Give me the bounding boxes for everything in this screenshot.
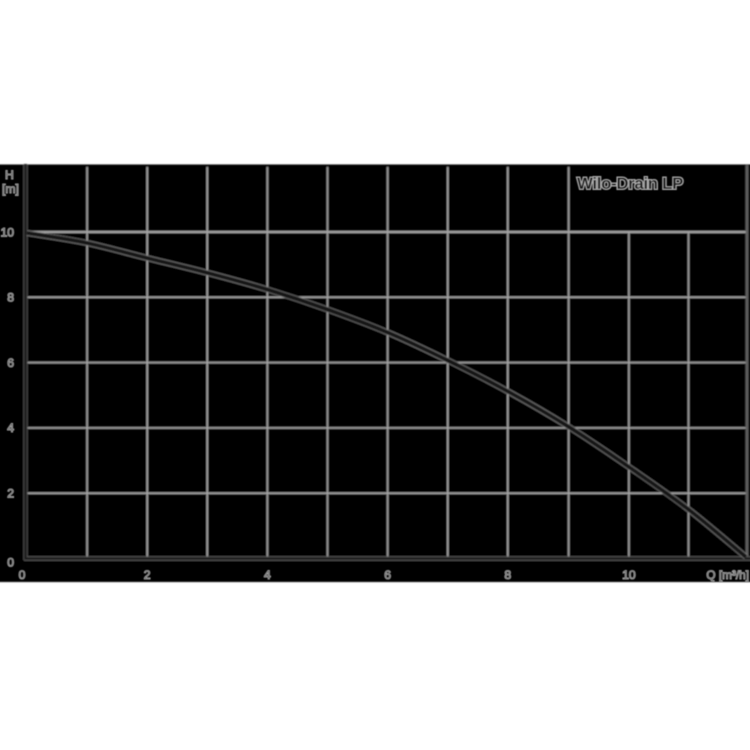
svg-text:10: 10: [0, 226, 14, 240]
svg-text:8: 8: [7, 291, 14, 305]
svg-text:2: 2: [144, 568, 151, 582]
svg-text:2: 2: [7, 487, 14, 501]
svg-text:H: H: [5, 168, 14, 182]
svg-text:0: 0: [19, 568, 26, 582]
svg-text:10: 10: [622, 568, 636, 582]
svg-text:4: 4: [264, 568, 271, 582]
svg-text:8: 8: [504, 568, 511, 582]
svg-text:[m]: [m]: [2, 182, 19, 196]
svg-text:0: 0: [7, 556, 14, 570]
svg-text:6: 6: [384, 568, 391, 582]
svg-text:Wilo-Drain LP: Wilo-Drain LP: [577, 174, 683, 193]
svg-text:6: 6: [7, 356, 14, 370]
svg-text:4: 4: [7, 421, 14, 435]
svg-text:Q [m³/h]: Q [m³/h]: [706, 568, 749, 582]
